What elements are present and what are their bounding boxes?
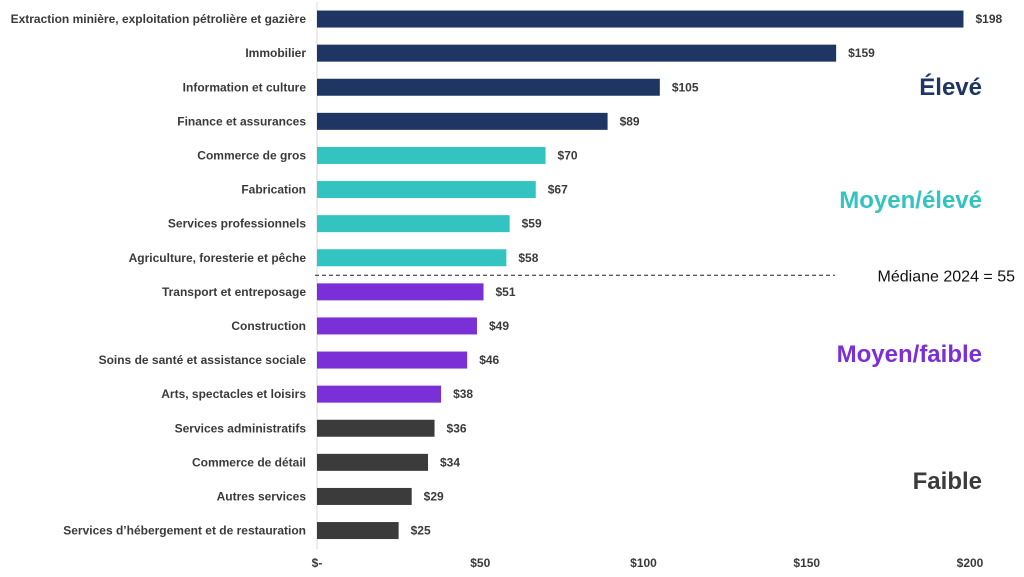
category-label: Extraction minière, exploitation pétroli… [11,12,307,26]
x-tick-label: $100 [630,556,657,570]
x-axis-ticks: $- $50 $100 $150 $200 [312,556,984,570]
category-label: Autres services [217,489,307,503]
group-label-moyen-faible: Moyen/faible [837,341,982,368]
category-label: Services professionnels [168,217,306,231]
category-label: Agriculture, foresterie et pêche [129,251,307,265]
x-tick-label: $50 [470,556,490,570]
value-label: $25 [411,524,431,538]
bar-services-d-hebergement-et-de-restauration [317,522,399,540]
value-label: $49 [489,319,509,333]
value-label: $105 [672,80,699,94]
group-label-faible: Faible [913,468,982,495]
bar-extraction-miniere-exploitation-petroliere-et-gaziere [317,10,964,28]
value-label: $89 [620,114,640,128]
bar-transport-et-entreposage [317,283,484,301]
value-label: $198 [975,12,1002,26]
category-label: Immobilier [245,46,306,60]
category-label: Construction [231,319,306,333]
value-labels: $198 $159 $105 $89 $70 $67 $59 $58 $51 $49 $46 $38 $… [411,12,1003,538]
group-labels: Élevé Moyen/élevé Moyen/faible Faible [837,73,982,495]
value-label: $29 [424,489,444,503]
bars-group [317,10,964,540]
bar-agriculture-foresterie-et-peche [317,249,507,267]
value-label: $46 [479,353,499,367]
category-label: Commerce de gros [197,148,306,162]
value-label: $34 [440,455,460,469]
value-label: $36 [447,421,467,435]
bar-information-et-culture [317,78,660,96]
value-label: $70 [558,148,578,162]
category-label: Arts, spectacles et loisirs [161,387,306,401]
category-label: Finance et assurances [177,114,306,128]
category-label: Fabrication [241,183,306,197]
bar-construction [317,317,477,335]
x-tick-label: $150 [793,556,820,570]
category-label: Soins de santé et assistance sociale [99,353,307,367]
group-label-moyen-eleve: Moyen/élevé [839,187,982,214]
value-label: $58 [518,251,538,265]
category-label: Services d’hébergement et de restauratio… [63,524,306,538]
bar-fabrication [317,181,536,199]
bar-commerce-de-gros [317,146,546,164]
value-label: $159 [848,46,875,60]
bar-finance-et-assurances [317,112,608,130]
value-label: $38 [453,387,473,401]
bar-immobilier [317,44,837,62]
category-label: Services administratifs [175,421,307,435]
x-tick-label: $- [312,556,323,570]
value-label: $51 [496,285,516,299]
category-label: Information et culture [183,80,307,94]
category-label: Commerce de détail [192,455,306,469]
x-tick-label: $200 [957,556,984,570]
bar-autres-services [317,487,412,505]
value-label: $67 [548,183,568,197]
bar-services-administratifs [317,419,435,437]
bar-services-professionnels [317,215,510,233]
group-label-eleve: Élevé [919,73,982,101]
bar-soins-de-sante-et-assistance-sociale [317,351,468,369]
value-label: $59 [522,217,542,231]
category-label: Transport et entreposage [162,285,306,299]
median-label: Médiane 2024 = 55 [878,268,1016,285]
category-labels: Extraction minière, exploitation pétroli… [11,12,307,538]
bar-arts-spectacles-et-loisirs [317,385,442,403]
bar-commerce-de-detail [317,453,429,471]
